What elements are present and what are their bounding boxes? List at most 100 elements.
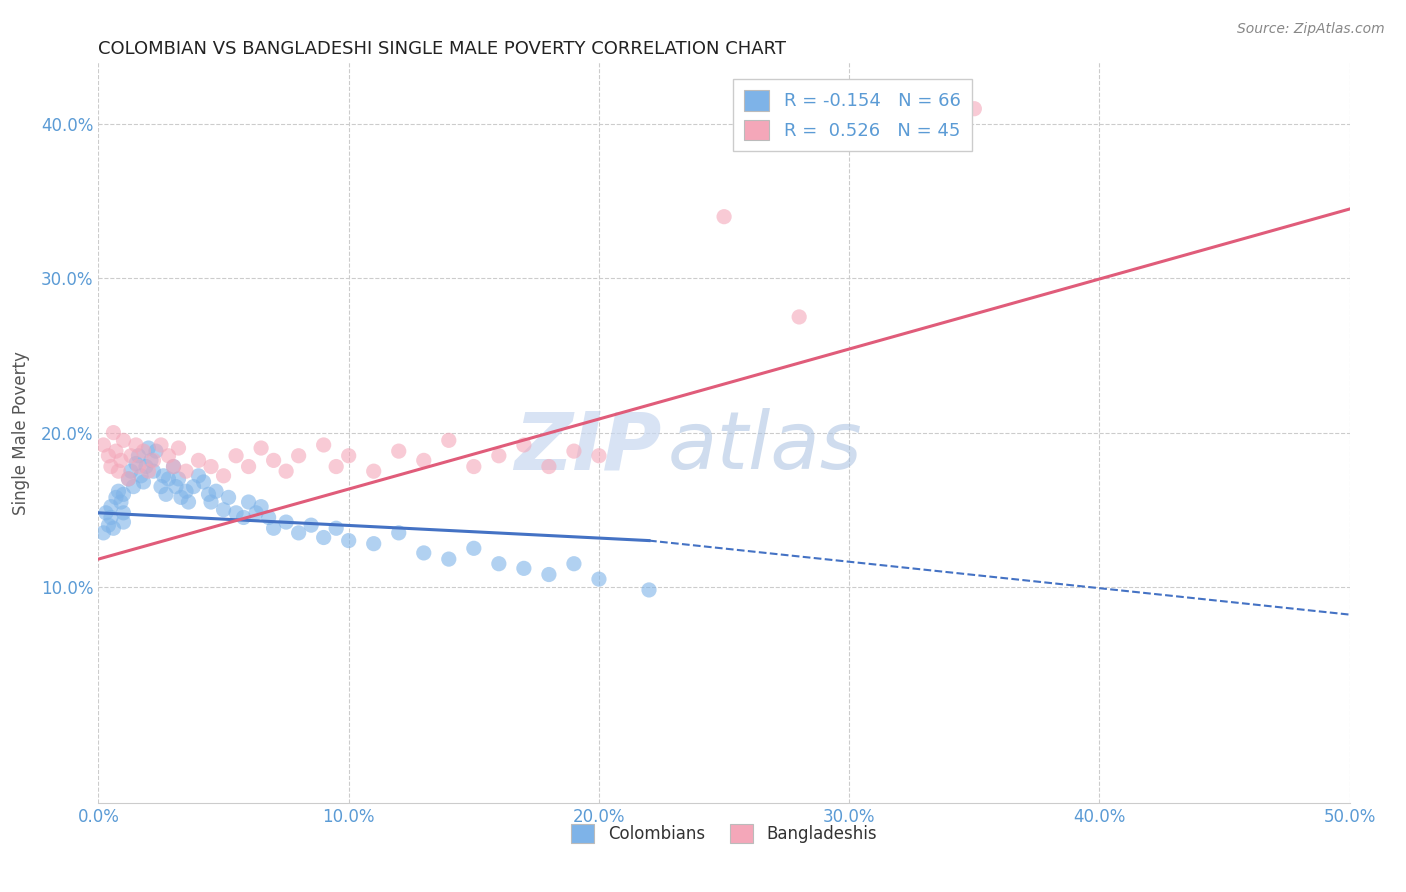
Point: [167, 441, 190, 455]
Text: ZIP: ZIP: [515, 409, 661, 486]
Point: [274, 515, 298, 529]
Point: [174, 464, 197, 478]
Point: [363, 464, 385, 478]
Point: [120, 464, 142, 478]
Point: [129, 468, 152, 483]
Point: [537, 459, 560, 474]
Point: [263, 453, 285, 467]
Point: [205, 484, 228, 499]
Point: [94, 506, 117, 520]
Point: [337, 533, 360, 548]
Point: [245, 506, 267, 520]
Point: [197, 487, 219, 501]
Point: [103, 425, 125, 440]
Point: [225, 449, 247, 463]
Point: [157, 472, 180, 486]
Point: [312, 438, 335, 452]
Point: [132, 475, 155, 489]
Point: [337, 449, 360, 463]
Point: [299, 518, 322, 533]
Point: [250, 500, 273, 514]
Point: [437, 552, 460, 566]
Point: [437, 434, 460, 448]
Point: [122, 480, 145, 494]
Point: [139, 453, 162, 467]
Point: [174, 484, 197, 499]
Point: [112, 487, 135, 501]
Point: [388, 525, 411, 540]
Point: [107, 484, 129, 499]
Point: [100, 459, 122, 474]
Point: [150, 438, 173, 452]
Point: [127, 459, 149, 474]
Point: [588, 572, 610, 586]
Point: [287, 449, 309, 463]
Point: [325, 521, 347, 535]
Point: [157, 449, 180, 463]
Point: [165, 480, 187, 494]
Point: [963, 102, 986, 116]
Point: [100, 510, 122, 524]
Point: [110, 453, 132, 467]
Point: [100, 500, 122, 514]
Point: [263, 521, 285, 535]
Point: [110, 495, 132, 509]
Point: [363, 536, 385, 550]
Point: [177, 495, 200, 509]
Point: [257, 510, 280, 524]
Point: [218, 491, 240, 505]
Point: [170, 491, 193, 505]
Point: [93, 438, 115, 452]
Point: [117, 472, 139, 486]
Point: [120, 449, 142, 463]
Point: [787, 310, 810, 324]
Point: [183, 480, 205, 494]
Text: COLOMBIAN VS BANGLADESHI SINGLE MALE POVERTY CORRELATION CHART: COLOMBIAN VS BANGLADESHI SINGLE MALE POV…: [98, 40, 786, 58]
Point: [463, 541, 485, 556]
Text: Source: ZipAtlas.com: Source: ZipAtlas.com: [1237, 22, 1385, 37]
Point: [155, 487, 177, 501]
Point: [225, 506, 247, 520]
Point: [93, 525, 115, 540]
Point: [162, 459, 184, 474]
Text: atlas: atlas: [668, 409, 862, 486]
Point: [112, 434, 135, 448]
Point: [212, 502, 235, 516]
Point: [463, 459, 485, 474]
Point: [274, 464, 298, 478]
Point: [125, 438, 148, 452]
Point: [212, 468, 235, 483]
Point: [97, 449, 120, 463]
Point: [187, 468, 209, 483]
Point: [713, 210, 735, 224]
Point: [388, 444, 411, 458]
Point: [232, 510, 254, 524]
Point: [513, 561, 536, 575]
Point: [112, 515, 135, 529]
Point: [117, 472, 139, 486]
Point: [138, 441, 160, 455]
Point: [187, 453, 209, 467]
Point: [125, 457, 148, 471]
Point: [97, 518, 120, 533]
Point: [412, 546, 434, 560]
Point: [193, 475, 215, 489]
Point: [152, 468, 174, 483]
Point: [537, 567, 560, 582]
Point: [127, 449, 149, 463]
Point: [142, 453, 165, 467]
Point: [638, 582, 661, 597]
Point: [200, 459, 222, 474]
Point: [138, 464, 160, 478]
Point: [562, 557, 585, 571]
Point: [562, 444, 585, 458]
Point: [238, 495, 260, 509]
Point: [312, 531, 335, 545]
Point: [588, 449, 610, 463]
Point: [107, 464, 129, 478]
Point: [135, 459, 157, 474]
Point: [250, 441, 273, 455]
Point: [162, 459, 184, 474]
Point: [150, 480, 173, 494]
Point: [132, 444, 155, 458]
